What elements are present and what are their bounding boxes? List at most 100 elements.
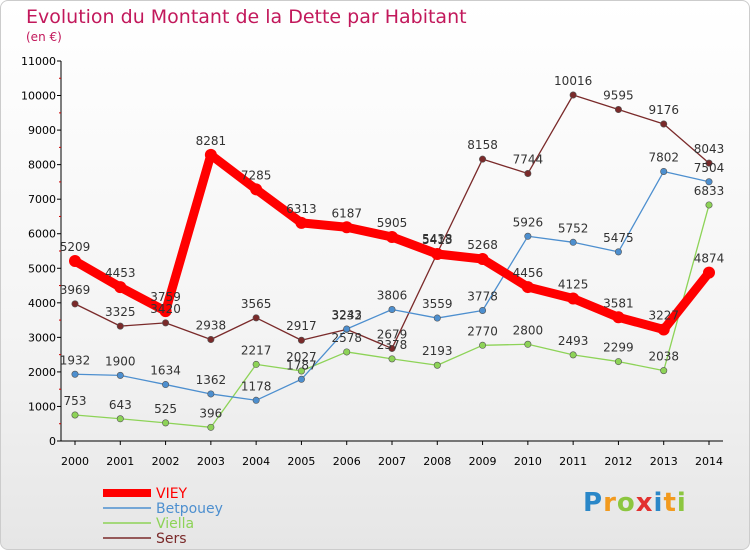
data-point-viella [162,419,170,427]
y-tick-label: 5000 [28,262,56,275]
data-label-betpouey: 3806 [377,289,408,303]
data-point-betpouey [524,232,532,240]
x-tick-label: 2002 [152,455,180,468]
data-label-betpouey: 1178 [241,379,272,393]
data-label-viella: 2299 [603,341,634,355]
data-label-viey: 6187 [331,206,362,220]
y-tick-label: 3000 [28,331,56,344]
data-point-betpouey [162,381,170,389]
data-point-sers [207,336,215,344]
x-tick-label: 2011 [559,455,587,468]
data-point-viey [521,281,534,294]
data-point-betpouey [388,306,396,314]
data-point-sers [116,322,124,330]
data-label-sers: 8043 [694,142,725,156]
data-point-sers [479,155,487,163]
data-label-viey: 5209 [60,240,91,254]
data-label-betpouey: 5926 [513,215,544,229]
data-point-viey [295,216,308,229]
data-label-viella: 2038 [648,350,679,364]
data-label-betpouey: 1932 [60,353,91,367]
data-point-betpouey [297,375,305,383]
legend-label-viella: Viella [156,516,194,532]
data-point-viey [476,253,489,266]
axes: 0 1000 2000 3000 4000 5000 6000 7000 8000 9000 100… [21,55,723,468]
x-tick-label: 2009 [469,455,497,468]
chart-title: Evolution du Montant de la Dette par Hab… [26,6,467,28]
data-label-viella: 396 [199,406,222,420]
data-label-viey: 4453 [105,266,136,280]
data-label-viella: 2217 [241,343,272,357]
x-tick-label: 2006 [333,455,361,468]
data-point-betpouey [433,314,441,322]
x-tick-label: 2004 [242,455,270,468]
data-point-viey [340,221,353,234]
y-tick-label: 6000 [28,228,56,241]
data-label-sers: 3325 [105,305,136,319]
data-point-viella [569,351,577,359]
data-label-betpouey: 5752 [558,221,589,235]
data-label-sers: 2917 [286,319,317,333]
data-point-viella [524,340,532,348]
data-point-viella [614,358,622,366]
data-point-sers [252,314,260,322]
data-label-betpouey: 5475 [603,231,634,245]
data-label-sers: 7744 [513,152,544,166]
data-point-betpouey [569,238,577,246]
data-point-betpouey [614,248,622,256]
data-point-betpouey [705,178,713,186]
data-point-viella [116,415,124,423]
x-tick-label: 2008 [423,455,451,468]
data-point-viella [433,361,441,369]
data-label-betpouey: 7504 [694,161,725,175]
data-label-sers: 10016 [554,74,592,88]
data-label-viey: 8281 [196,134,227,148]
data-label-sers: 2938 [196,319,227,333]
data-label-viey: 3227 [648,309,679,323]
x-tick-label: 2010 [514,455,542,468]
data-label-sers: 2679 [377,327,408,341]
data-label-viella: 2770 [467,324,498,338]
data-point-viey [204,148,217,161]
data-point-betpouey [479,306,487,314]
data-point-viey [386,231,398,244]
y-tick-label: 11000 [21,55,56,68]
x-tick-label: 2001 [106,455,134,468]
data-point-betpouey [343,325,351,333]
data-point-sers [71,300,79,308]
data-label-betpouey: 3778 [467,289,498,303]
data-point-betpouey [207,390,215,398]
x-tick-label: 2012 [604,455,632,468]
legend-label-betpouey: Betpouey [156,501,223,517]
data-point-viey [567,292,580,305]
data-point-betpouey [660,167,668,175]
data-point-sers [388,344,396,352]
legend-label-sers: Sers [156,531,187,547]
data-label-viella: 643 [109,398,132,412]
x-tick-label: 2007 [378,455,406,468]
data-label-viella: 2027 [286,350,317,364]
data-label-sers: 3420 [150,302,181,316]
data-label-viey: 6313 [286,202,317,216]
data-label-viey: 4125 [558,278,589,292]
data-label-viey: 4456 [513,266,544,280]
data-point-sers [705,159,713,167]
data-point-viey [250,183,263,196]
y-tick-label: 1000 [28,400,56,413]
y-tick-label: 8000 [28,159,56,172]
data-label-betpouey: 3559 [422,297,453,311]
data-label-viella: 2378 [377,338,408,352]
y-tick-label: 2000 [28,366,56,379]
data-point-viey [703,266,715,279]
data-point-viella [388,355,396,363]
data-label-viella: 2578 [331,331,362,345]
data-point-viella [705,201,713,209]
data-label-betpouey: 1362 [196,373,227,387]
data-point-sers [524,169,532,177]
proxiti-logo: Proxiti [583,488,687,518]
data-label-viey: 4874 [694,252,725,266]
x-tick-label: 2003 [197,455,225,468]
data-point-viella [343,348,351,356]
